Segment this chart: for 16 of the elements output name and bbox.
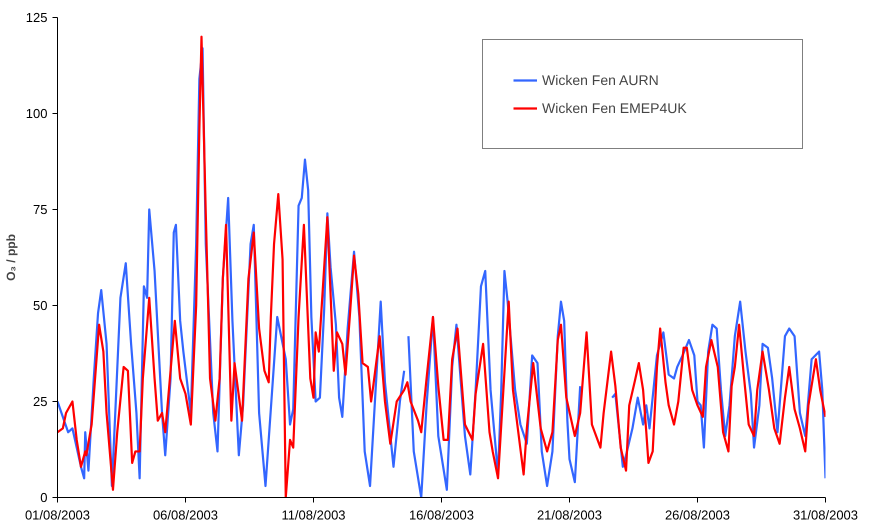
x-tick-label: 11/08/2003 <box>281 508 346 522</box>
x-tick-label: 31/08/2003 <box>792 508 858 522</box>
x-tick-label: 01/08/2003 <box>24 508 90 522</box>
y-axis-title: O₃ / ppb <box>4 234 18 281</box>
legend-label: Wicken Fen AURN <box>542 72 660 88</box>
y-tick-label: 0 <box>40 490 48 505</box>
y-tick-label: 125 <box>26 10 48 25</box>
y-tick-label: 25 <box>33 394 48 409</box>
x-tick-label: 06/08/2003 <box>152 508 218 522</box>
legend-label: Wicken Fen EMEP4UK <box>542 100 688 116</box>
x-tick-label: 21/08/2003 <box>536 508 602 522</box>
y-tick-label: 100 <box>26 106 48 121</box>
y-tick-label: 75 <box>33 202 48 217</box>
x-tick-label: 26/08/2003 <box>664 508 730 522</box>
y-tick-label: 50 <box>33 298 48 313</box>
x-tick-label: 16/08/2003 <box>408 508 474 522</box>
